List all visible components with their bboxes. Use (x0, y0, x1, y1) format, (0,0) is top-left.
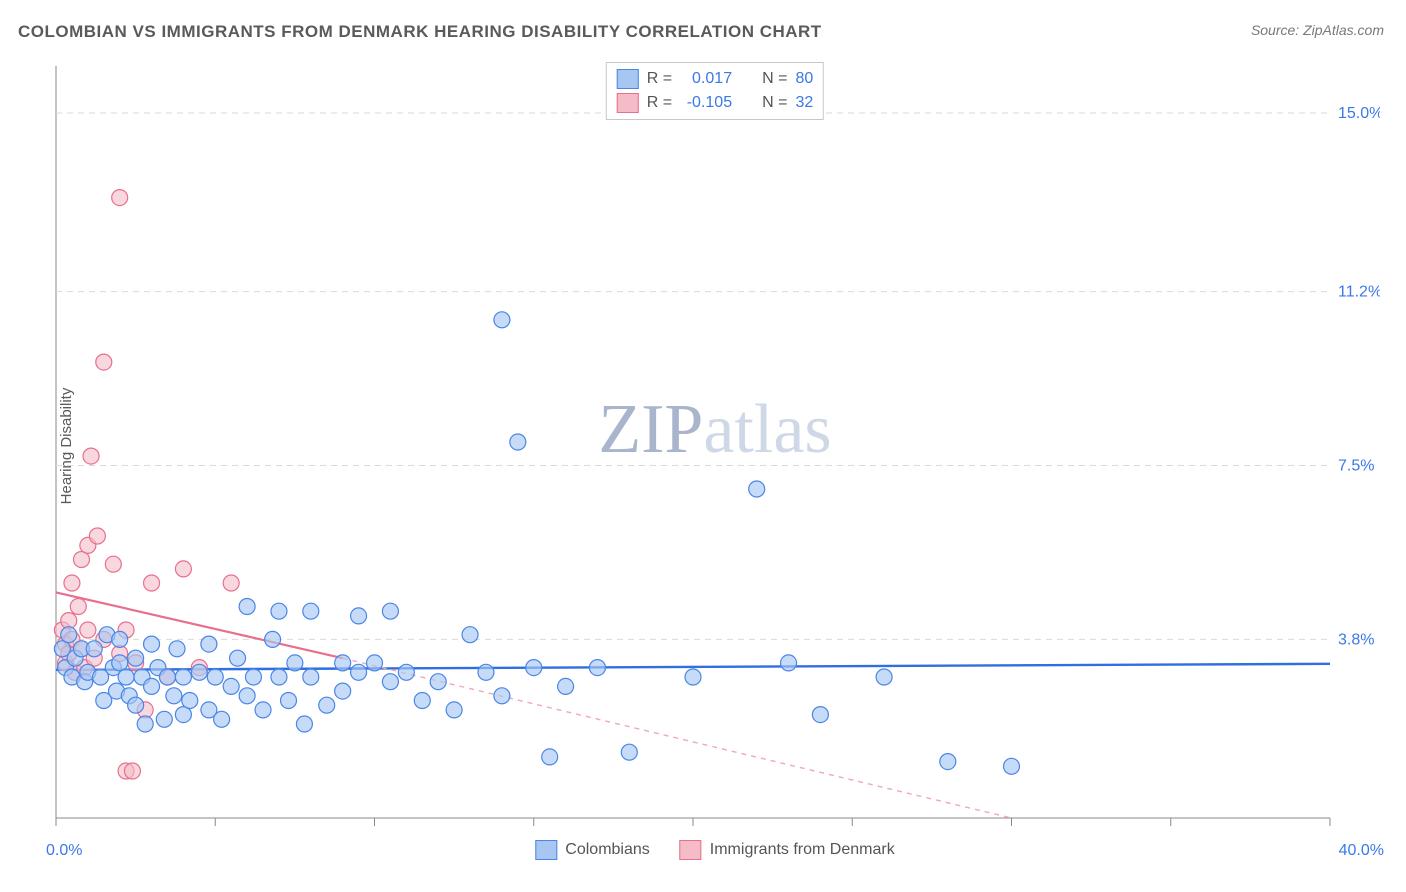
chart-plot-area: 3.8%7.5%11.2%15.0% ZIPatlas R = 0.017 N … (50, 60, 1380, 830)
r-label: R = (647, 91, 672, 115)
legend-row-denmark: R = -0.105 N = 32 (617, 91, 813, 115)
n-value-denmark: 32 (795, 91, 813, 115)
chart-title: COLOMBIAN VS IMMIGRANTS FROM DENMARK HEA… (18, 22, 822, 42)
svg-text:3.8%: 3.8% (1338, 631, 1374, 648)
svg-text:11.2%: 11.2% (1338, 284, 1380, 301)
legend-item-colombians: Colombians (535, 840, 649, 860)
legend-label: Immigrants from Denmark (710, 841, 895, 859)
x-axis-max-label: 40.0% (1339, 842, 1384, 860)
n-label: N = (762, 91, 787, 115)
svg-text:7.5%: 7.5% (1338, 458, 1374, 475)
r-value-denmark: -0.105 (680, 91, 732, 115)
scatter-plot-svg: 3.8% 7.5% 11.2% 15.0% (50, 60, 1380, 830)
n-value-colombians: 80 (795, 67, 813, 91)
r-label: R = (647, 67, 672, 91)
x-axis-min-label: 0.0% (46, 842, 82, 860)
correlation-legend: R = 0.017 N = 80 R = -0.105 N = 32 (606, 62, 824, 120)
source-attribution: Source: ZipAtlas.com (1251, 22, 1384, 38)
svg-text:15.0%: 15.0% (1338, 105, 1380, 122)
n-label: N = (762, 67, 787, 91)
legend-row-colombians: R = 0.017 N = 80 (617, 67, 813, 91)
swatch-colombians (617, 69, 639, 89)
swatch-denmark (617, 93, 639, 113)
swatch-icon (535, 840, 557, 860)
swatch-icon (680, 840, 702, 860)
legend-item-denmark: Immigrants from Denmark (680, 840, 895, 860)
r-value-colombians: 0.017 (680, 67, 732, 91)
series-legend: Colombians Immigrants from Denmark (535, 840, 894, 860)
legend-label: Colombians (565, 841, 649, 859)
